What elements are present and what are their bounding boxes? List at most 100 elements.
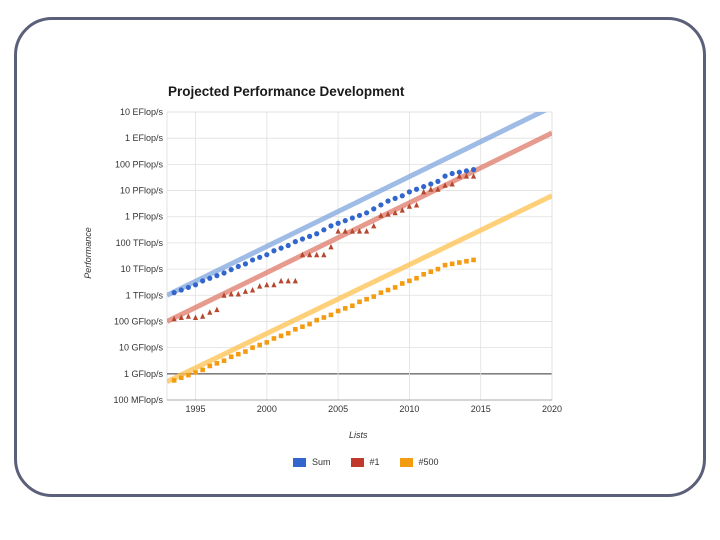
- data-point-top500: [214, 361, 220, 366]
- data-point-top1: [342, 228, 348, 234]
- data-point-top1: [314, 251, 320, 258]
- legend-label-sum: Sum: [312, 457, 331, 467]
- legend-item-top1: #1: [350, 457, 380, 467]
- data-point-top500: [171, 378, 177, 383]
- data-point-top500: [399, 281, 405, 286]
- data-point-top500: [228, 354, 234, 360]
- data-point-top500: [342, 306, 348, 311]
- data-point-top1: [299, 251, 306, 258]
- data-point-top1: [470, 173, 477, 179]
- x-tick-label: 2010: [399, 404, 419, 414]
- data-point-top1: [335, 228, 341, 234]
- data-point-top500: [250, 345, 255, 350]
- data-point-top1: [328, 243, 334, 250]
- legend-label-top1: #1: [369, 457, 380, 467]
- data-point-top1: [385, 211, 391, 217]
- data-point-sum: [192, 282, 199, 288]
- data-point-top500: [186, 372, 191, 378]
- data-point-sum: [463, 168, 470, 174]
- data-point-top500: [357, 299, 362, 305]
- data-point-sum: [413, 186, 420, 192]
- data-point-top500: [307, 321, 312, 327]
- data-point-top1: [235, 290, 241, 297]
- y-tick-label: 100 TFlop/s: [116, 238, 164, 248]
- data-point-sum: [421, 184, 427, 190]
- x-tick-label: 2015: [471, 404, 491, 414]
- data-point-top1: [221, 292, 227, 298]
- y-tick-label: 1 TFlop/s: [126, 290, 164, 300]
- data-point-top1: [406, 203, 413, 209]
- data-point-top1: [435, 186, 441, 192]
- x-tick-label: 2020: [542, 404, 562, 414]
- data-point-top500: [314, 317, 320, 323]
- data-point-top1: [421, 188, 427, 195]
- data-point-sum: [264, 252, 270, 258]
- data-point-sum: [442, 173, 448, 179]
- data-point-sum: [242, 261, 249, 267]
- data-point-sum: [349, 215, 355, 221]
- data-point-top500: [407, 278, 412, 284]
- data-point-sum: [299, 236, 306, 242]
- data-point-sum: [470, 167, 477, 173]
- data-point-top500: [178, 375, 184, 381]
- data-point-top1: [463, 173, 470, 179]
- data-point-top1: [321, 251, 327, 258]
- data-point-top1: [171, 315, 177, 322]
- data-point-top500: [235, 351, 241, 357]
- data-point-sum: [449, 170, 455, 177]
- data-point-top1: [257, 283, 263, 289]
- data-point-top1: [207, 309, 213, 315]
- data-point-top1: [392, 209, 398, 216]
- data-point-top1: [228, 290, 234, 297]
- data-point-sum: [342, 218, 348, 224]
- data-point-top500: [193, 370, 198, 375]
- data-point-top500: [442, 262, 448, 268]
- tick-layer: 10 EFlop/s 1 EFlop/s 100 PFlop/s 10 PFlop/s…: [113, 107, 562, 414]
- legend-item-sum: Sum: [293, 457, 331, 467]
- data-point-top500: [293, 327, 298, 332]
- data-point-top1: [306, 251, 313, 258]
- y-tick-label: 10 PFlop/s: [120, 186, 164, 196]
- points-layer: [171, 167, 477, 383]
- data-point-sum: [178, 287, 184, 293]
- data-point-top1: [349, 228, 355, 234]
- y-tick-label: 10 TFlop/s: [121, 264, 164, 274]
- data-point-sum: [378, 202, 384, 208]
- data-point-top1: [178, 314, 184, 321]
- data-point-top1: [399, 207, 405, 213]
- data-point-top500: [364, 296, 369, 302]
- data-point-sum: [428, 181, 434, 187]
- data-point-sum: [200, 278, 206, 284]
- data-point-top500: [257, 342, 262, 348]
- data-point-top500: [207, 363, 213, 369]
- data-point-sum: [321, 227, 327, 233]
- data-point-top500: [285, 330, 291, 336]
- data-point-top1: [264, 281, 270, 288]
- data-point-top500: [435, 266, 441, 272]
- data-point-sum: [364, 210, 370, 216]
- data-point-sum: [306, 233, 313, 239]
- data-point-top1: [271, 281, 277, 288]
- y-tick-label: 100 GFlop/s: [114, 316, 164, 326]
- data-point-sum: [406, 189, 413, 195]
- data-point-top500: [221, 358, 227, 364]
- legend-swatch-top1: [350, 457, 364, 467]
- trend-line-top1: [167, 130, 552, 324]
- trend-layer: [167, 112, 552, 384]
- y-tick-label: 100 PFlop/s: [115, 159, 164, 169]
- data-point-sum: [214, 273, 220, 279]
- y-tick-label: 1 PFlop/s: [125, 212, 164, 222]
- data-point-top500: [385, 287, 391, 293]
- trend-line-top500: [167, 193, 552, 384]
- data-point-sum: [356, 212, 363, 219]
- legend: Sum #1 #500: [293, 457, 439, 467]
- data-point-top1: [449, 181, 455, 187]
- data-point-sum: [371, 206, 377, 212]
- x-tick-label: 1995: [186, 404, 206, 414]
- data-point-sum: [228, 267, 234, 273]
- data-point-top500: [278, 333, 284, 339]
- data-point-sum: [292, 239, 298, 245]
- chart-title: Projected Performance Development: [168, 84, 405, 99]
- data-point-top500: [350, 303, 355, 309]
